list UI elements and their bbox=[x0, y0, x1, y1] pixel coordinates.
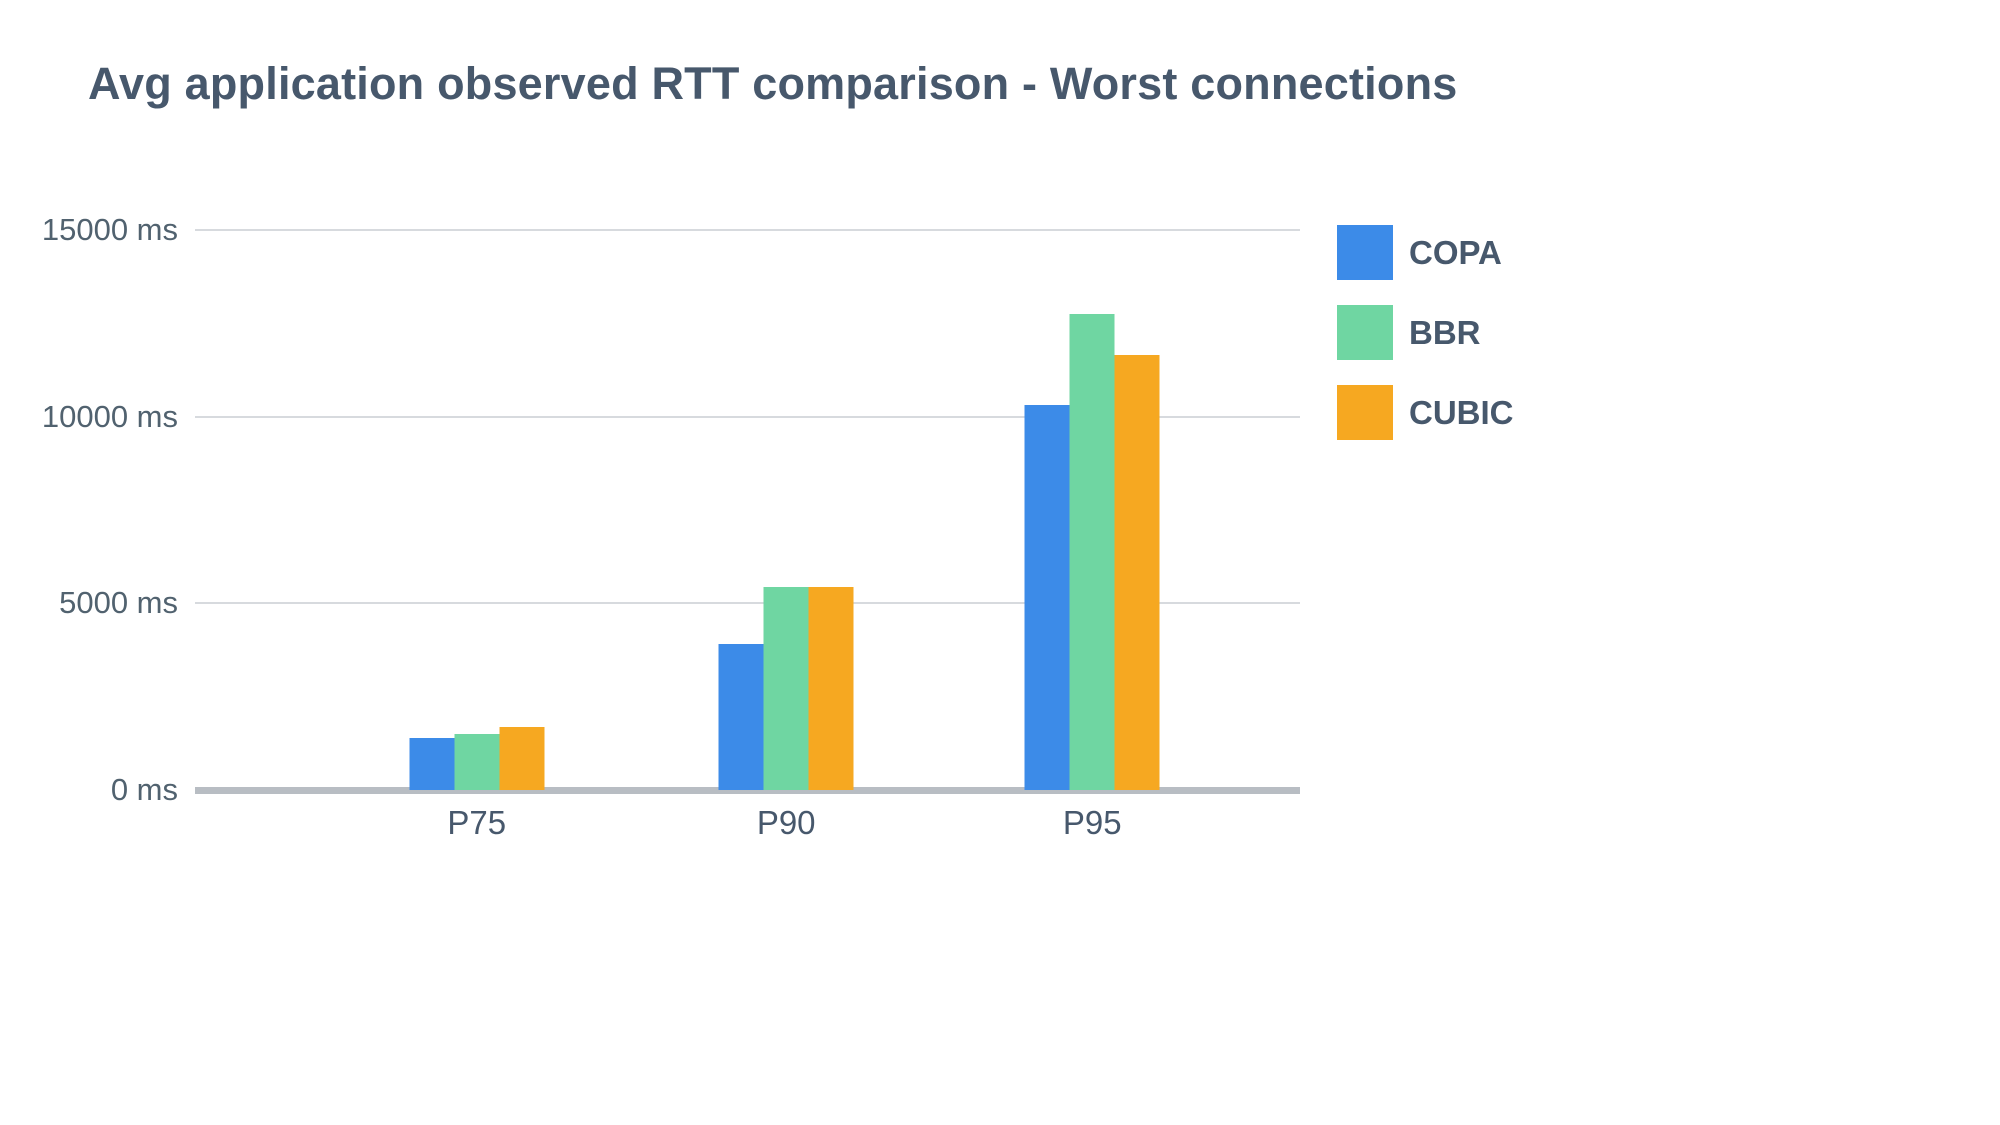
y-tick-label: 15000 ms bbox=[41, 212, 178, 247]
legend-swatch-bbr bbox=[1337, 305, 1393, 360]
legend: COPA BBR CUBIC bbox=[1337, 225, 1514, 465]
legend-item-bbr: BBR bbox=[1337, 305, 1514, 360]
legend-item-cubic: CUBIC bbox=[1337, 385, 1514, 440]
legend-label: CUBIC bbox=[1409, 393, 1514, 431]
y-tick-label: 0 ms bbox=[110, 772, 178, 807]
gridline bbox=[195, 602, 1300, 605]
legend-swatch-copa bbox=[1337, 225, 1393, 280]
bar-group-p90 bbox=[718, 586, 854, 790]
legend-swatch-cubic bbox=[1337, 385, 1393, 440]
legend-label: COPA bbox=[1409, 233, 1502, 271]
bar-group-p75 bbox=[409, 726, 545, 790]
bar-copa-p90 bbox=[718, 644, 764, 790]
bar-cubic-p90 bbox=[808, 586, 854, 790]
bar-group-p95 bbox=[1024, 314, 1160, 790]
x-tick-label-p95: P95 bbox=[1062, 804, 1122, 841]
bar-bbr-p90 bbox=[763, 586, 809, 790]
y-tick-label: 10000 ms bbox=[41, 398, 178, 434]
plot-area: 0 ms 5000 ms 10000 ms 15000 ms P75 P90 P95 bbox=[42, 212, 1300, 841]
gridline bbox=[195, 229, 1300, 231]
bar-copa-p75 bbox=[409, 737, 455, 790]
chart-title: Avg application observed RTT comparison … bbox=[88, 58, 1458, 109]
gridline bbox=[195, 415, 1300, 418]
legend-label: BBR bbox=[1409, 313, 1481, 351]
bar-copa-p95 bbox=[1024, 405, 1070, 790]
x-tick-label-p90: P90 bbox=[756, 804, 816, 841]
x-axis-baseline bbox=[195, 787, 1300, 794]
y-tick-label: 5000 ms bbox=[59, 585, 178, 621]
bar-bbr-p75 bbox=[454, 734, 500, 790]
x-tick-label-p75: P75 bbox=[447, 804, 507, 841]
bar-bbr-p95 bbox=[1069, 314, 1115, 790]
legend-item-copa: COPA bbox=[1337, 225, 1514, 280]
bar-cubic-p95 bbox=[1114, 355, 1160, 790]
bar-cubic-p75 bbox=[499, 726, 545, 790]
